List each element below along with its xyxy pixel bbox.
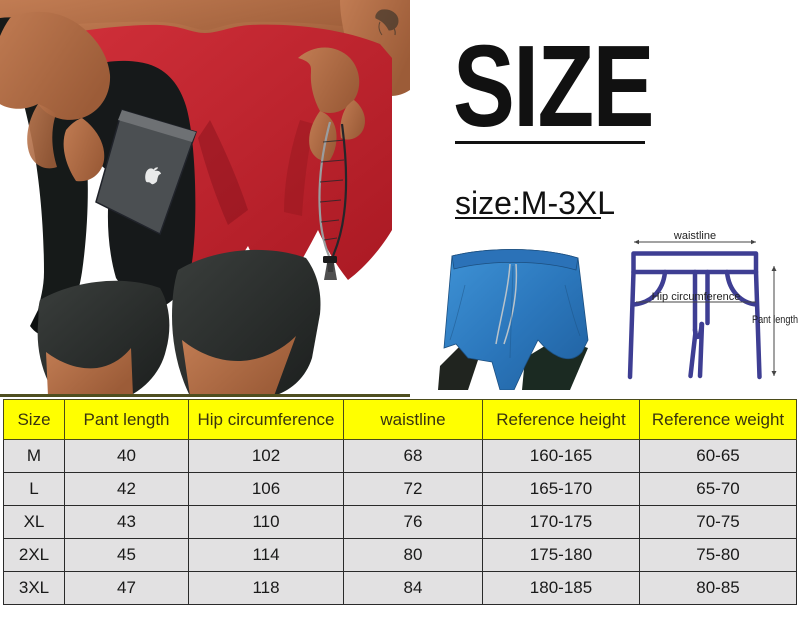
svg-text:Hip circumference: Hip circumference (652, 291, 741, 303)
svg-text:Pant length: Pant length (752, 314, 798, 326)
svg-text:waistline: waistline (673, 230, 716, 242)
